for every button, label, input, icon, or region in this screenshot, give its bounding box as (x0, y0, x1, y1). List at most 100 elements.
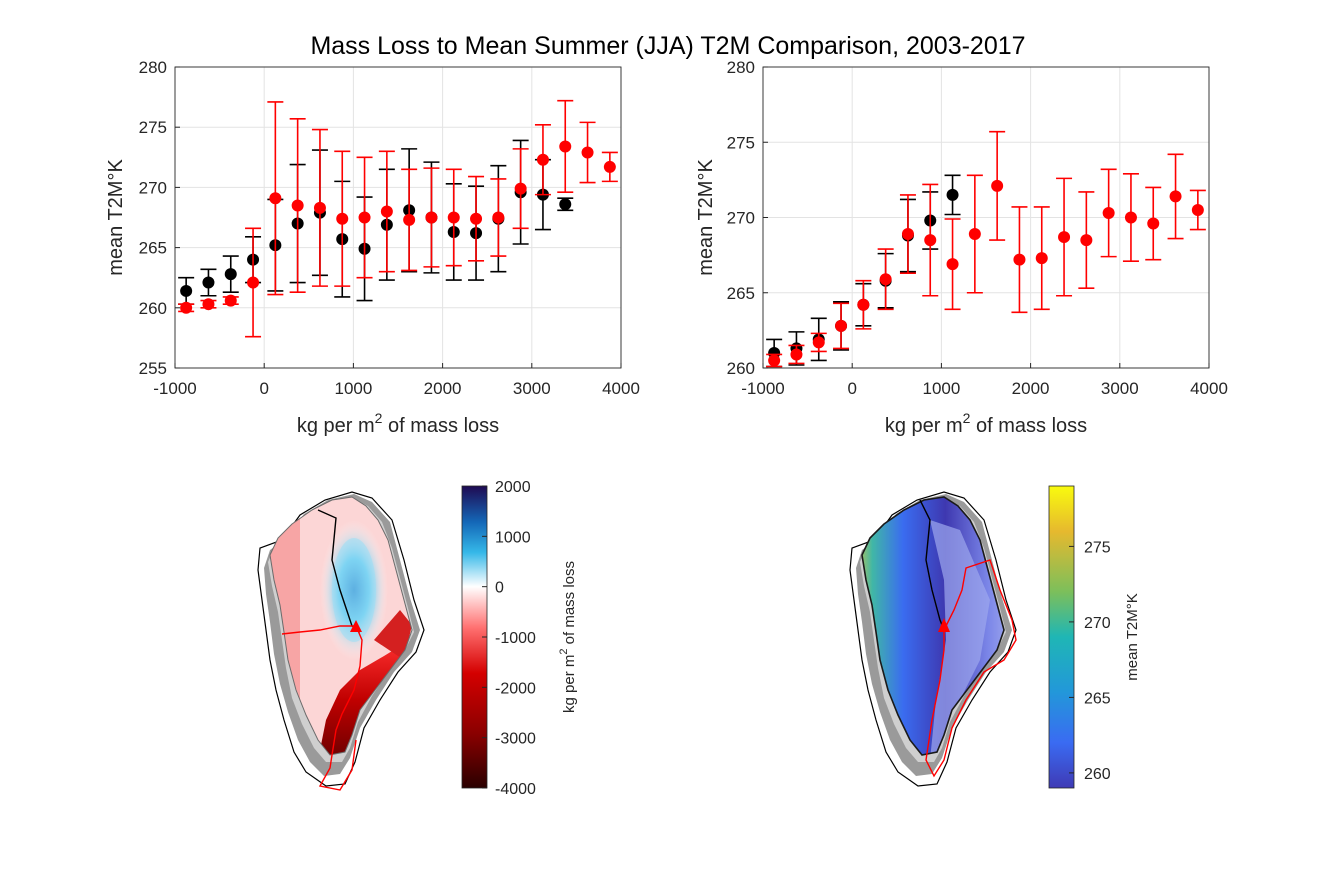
x-tick-label: -1000 (153, 379, 196, 398)
data-point (425, 211, 438, 224)
colorbar-tick-label: -1000 (495, 630, 536, 647)
y-axis-label: mean T2M°K (695, 159, 717, 276)
colorbar-left-label: kg per m2 of mass loss (558, 561, 578, 713)
data-point (180, 301, 193, 314)
data-point (291, 199, 304, 212)
x-tick-label: 0 (259, 379, 268, 398)
data-point (202, 276, 215, 289)
data-point (1102, 206, 1115, 219)
data-point (358, 211, 371, 224)
colorbar-right-label: mean T2M°K (1124, 593, 1141, 680)
colorbar-tick-label: 1000 (495, 529, 531, 546)
data-point (924, 234, 937, 247)
data-point (313, 201, 326, 214)
figure-title: Mass Loss to Mean Summer (JJA) T2M Compa… (310, 32, 1025, 60)
y-tick-label: 265 (727, 284, 755, 303)
series-1 (178, 99, 618, 338)
data-point (835, 319, 848, 332)
data-point (180, 284, 193, 297)
colorbar-tick-label: 265 (1084, 690, 1111, 707)
x-axis-label: kg per m2 of mass loss (885, 410, 1087, 437)
x-axis-label: kg per m2 of mass loss (297, 410, 499, 437)
data-point (1191, 203, 1204, 216)
y-tick-label: 275 (139, 118, 167, 137)
colorbar-tick-label: 275 (1084, 539, 1111, 556)
y-tick-label: 255 (139, 359, 167, 378)
coastline-outline (257, 491, 425, 787)
data-point (1169, 190, 1182, 203)
coastline-outline-right (849, 491, 1017, 787)
x-tick-label: 3000 (1101, 379, 1139, 398)
map-marker-left (350, 620, 362, 632)
data-point (559, 198, 572, 211)
map-marker-right (938, 618, 950, 632)
colorbar-right-ticks: 275 270 265 260 (1069, 539, 1111, 783)
data-point (492, 211, 505, 224)
plot-area (175, 67, 621, 368)
temperature-map (849, 491, 1017, 787)
basin-boundary-black-right (919, 499, 945, 631)
data-point (1058, 231, 1071, 244)
data-point (536, 153, 549, 166)
x-tick-label: -1000 (741, 379, 784, 398)
data-point (336, 212, 349, 225)
data-point (447, 211, 460, 224)
data-point (768, 354, 781, 367)
data-point (269, 192, 282, 205)
mass-loss-map (257, 491, 425, 791)
x-tick-label: 4000 (1190, 379, 1228, 398)
y-tick-label: 280 (139, 58, 167, 77)
series-1 (766, 130, 1206, 368)
data-point (380, 205, 393, 218)
data-point (224, 294, 237, 307)
data-point (790, 348, 803, 361)
basin-boundary-red-right (925, 559, 1017, 778)
colorbar-tick-label: -3000 (495, 731, 536, 748)
basin-boundary-red (281, 625, 363, 791)
data-point (581, 146, 594, 159)
colorbar-tick-label: 2000 (495, 479, 531, 496)
data-point (968, 228, 981, 241)
x-tick-label: 2000 (424, 379, 462, 398)
y-tick-label: 270 (727, 209, 755, 228)
colorbar-left-ticks: 2000 1000 0 -1000 -2000 -3000 -4000 (482, 479, 536, 798)
x-tick-label: 3000 (513, 379, 551, 398)
data-point (603, 160, 616, 173)
data-point (946, 258, 959, 271)
data-point (991, 179, 1004, 192)
data-point (403, 213, 416, 226)
ice-sheet-edge-right (861, 496, 1005, 756)
data-point (946, 188, 959, 201)
axes-box (174, 66, 622, 369)
colorbar-tick-label: 270 (1084, 615, 1111, 632)
y-tick-label: 275 (727, 133, 755, 152)
data-point (470, 212, 483, 225)
data-point (857, 298, 870, 311)
y-tick-label: 270 (139, 178, 167, 197)
x-tick-label: 0 (847, 379, 856, 398)
colorbar-temperature (1048, 485, 1075, 789)
data-point (1013, 253, 1026, 266)
y-tick-label: 260 (139, 299, 167, 318)
data-point (1147, 217, 1160, 230)
data-point (901, 228, 914, 241)
x-tick-label: 2000 (1012, 379, 1050, 398)
colorbar-tick-label: 0 (495, 580, 504, 597)
y-tick-label: 265 (139, 239, 167, 258)
y-tick-label: 280 (727, 58, 755, 77)
data-point (559, 140, 572, 153)
data-point (1080, 234, 1093, 247)
scatter-panel-right: -1000 0 1000 2000 3000 4000 260 265 270 275 280 kg … (695, 58, 1228, 437)
data-point (202, 298, 215, 311)
data-point (1124, 211, 1137, 224)
data-point (1035, 252, 1048, 265)
x-tick-label: 1000 (922, 379, 960, 398)
scatter-panel-left: -1000 0 1000 2000 3000 4000 255 260 265 270 275 280… (105, 58, 640, 437)
colorbar-tick-label: -4000 (495, 781, 536, 798)
x-tick-label: 4000 (602, 379, 640, 398)
x-tick-label: 1000 (334, 379, 372, 398)
colorbar-tick-label: -2000 (495, 680, 536, 697)
data-point (224, 268, 237, 281)
y-tick-label: 260 (727, 359, 755, 378)
